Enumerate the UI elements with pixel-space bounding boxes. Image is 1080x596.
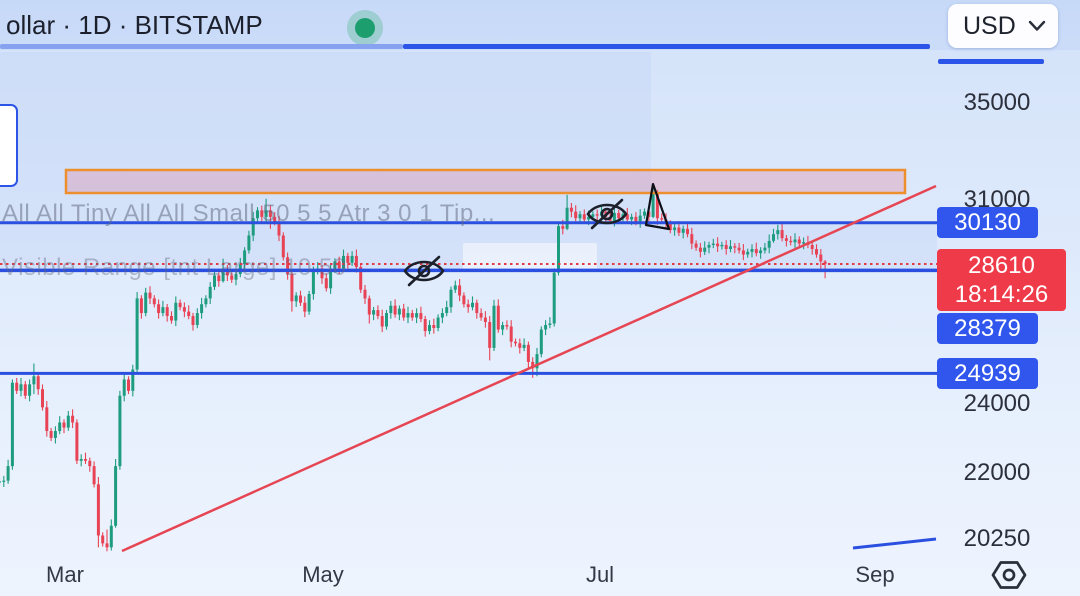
toolbar-button-clipped[interactable]	[0, 104, 18, 187]
month-label: Jul	[585, 562, 615, 587]
chevron-down-icon	[1028, 20, 1046, 31]
settings-gear-icon[interactable]	[990, 559, 1028, 591]
eye-off-icon[interactable]	[583, 196, 631, 232]
title-underline-dark	[403, 44, 930, 49]
header-band	[0, 0, 1080, 50]
symbol-title: ollar · 1D · BITSTAMP	[6, 10, 263, 40]
supply-zone-rectangle[interactable]	[64, 168, 907, 195]
triangle-drawing-marker[interactable]	[644, 182, 671, 231]
title-underline-light	[0, 44, 403, 49]
highlight-box	[463, 243, 597, 272]
currency-underline	[938, 59, 1044, 64]
trendline-fragment[interactable]	[852, 537, 937, 550]
eye-off-icon[interactable]	[400, 253, 448, 289]
shaded-region	[0, 52, 651, 222]
month-label: May	[302, 562, 344, 587]
month-label: Mar	[46, 562, 84, 587]
currency-selector-value: USD	[963, 11, 1016, 40]
currency-selector[interactable]: USD	[948, 4, 1058, 48]
candles	[0, 187, 827, 552]
ascending-trendline[interactable]	[121, 184, 937, 553]
market-status-halo	[347, 10, 383, 46]
market-status-dot	[355, 18, 375, 38]
time-axis: Mar May Jul Sep	[0, 560, 1080, 596]
month-label: Sep	[855, 562, 895, 587]
